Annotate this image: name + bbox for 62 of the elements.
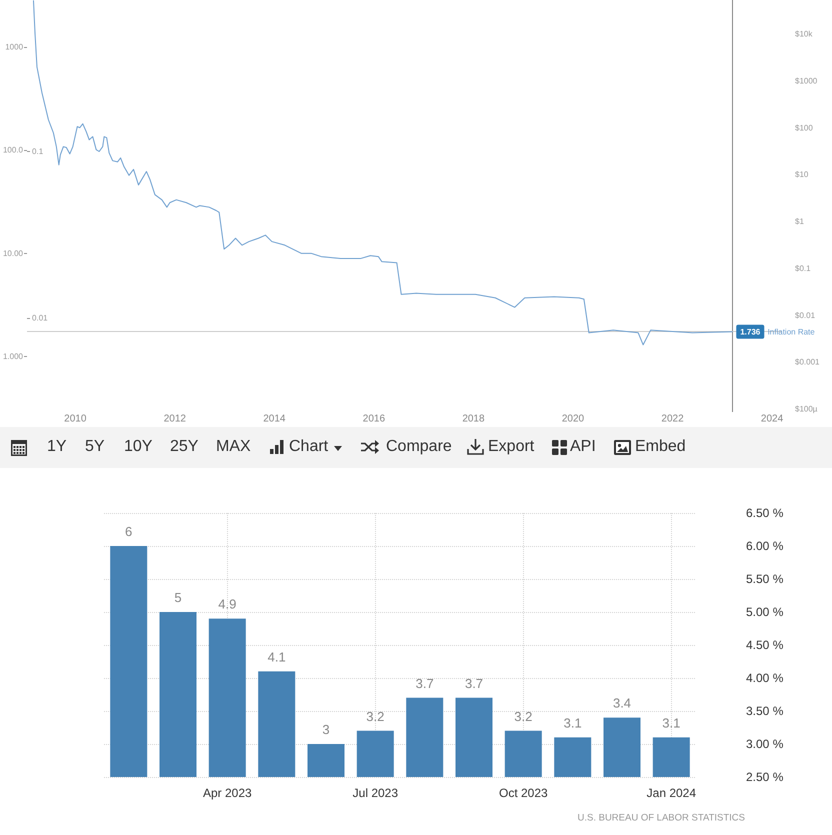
y-tick-label: 4.00 % (746, 671, 784, 685)
x-tick-label: 2012 (164, 414, 186, 424)
y-tick-label: 1000 (5, 42, 24, 52)
text: Export (488, 438, 534, 456)
text: $1 (795, 217, 804, 226)
y-tick-label: 6.00 % (746, 539, 784, 553)
text: $0.001 (795, 358, 820, 367)
text: 1Y (47, 438, 67, 456)
y-tick-label: 2.50 % (746, 770, 784, 784)
text: Chart (289, 438, 328, 456)
text: API (570, 438, 596, 456)
y-tick-label: 3.50 % (746, 704, 784, 718)
text: $0.1 (795, 264, 812, 273)
text: $100 (795, 123, 814, 132)
data-label: 3.4 (612, 696, 632, 711)
text: 5Y (85, 438, 105, 456)
y-tick-label: 10.00 (2, 248, 24, 258)
x-tick-label: 2022 (661, 414, 684, 424)
y3-tick-label: 0.1 (32, 147, 44, 156)
text: Inflation Rate (768, 327, 816, 336)
x-tick-label: 2016 (362, 414, 386, 424)
data-label: 3.1 (564, 715, 582, 730)
data-label: 3.7 (416, 676, 434, 691)
text: $0.01 (795, 310, 816, 320)
data-label: 5 (174, 590, 182, 605)
text: 10Y (124, 438, 152, 456)
text: $10k (795, 30, 814, 38)
data-label: 1.736 (740, 327, 761, 336)
data-label: 4.1 (268, 649, 286, 664)
y-tick-label: 3.00 % (746, 737, 784, 751)
data-label: 3.7 (464, 676, 484, 691)
x-tick-label: Jul 2023 (352, 786, 398, 800)
y-tick-label: 6.50 % (746, 506, 784, 520)
data-label: 6 (125, 524, 132, 539)
x-tick-label: 2018 (462, 414, 485, 424)
text: MAX (216, 438, 251, 456)
data-label: 3.2 (366, 708, 384, 724)
x-tick-label: Jan 2024 (646, 786, 696, 800)
text: U.S. BUREAU OF LABOR STATISTICS (577, 812, 746, 824)
data-label: 4.9 (218, 596, 236, 612)
data-label: 3 (322, 722, 330, 737)
text: $100µ (795, 404, 818, 414)
x-tick-label: 2020 (562, 414, 585, 424)
y-tick-label: 5.50 % (746, 572, 784, 586)
x-tick-label: Apr 2023 (202, 786, 252, 800)
text: 25Y (170, 438, 198, 456)
text: Embed (635, 438, 686, 456)
text: $1000 (795, 76, 818, 86)
y-tick-label: 4.50 % (746, 638, 784, 652)
text: Compare (386, 438, 452, 456)
x-tick-label: Oct 2023 (498, 786, 548, 800)
line-series (32, 0, 733, 346)
data-label: 3.2 (514, 708, 532, 724)
y-tick-label: 5.00 % (746, 605, 784, 619)
x-tick-label: 2014 (263, 414, 286, 424)
y3-tick-label: 0.01 (32, 313, 48, 322)
y-tick-label: 1.000 (2, 352, 24, 362)
data-label: 3.1 (662, 715, 680, 730)
x-tick-label: 2010 (64, 414, 87, 424)
x-tick-label: 2024 (760, 414, 784, 424)
text: $10 (795, 170, 809, 180)
y-tick-label: 100.0 (2, 146, 24, 155)
